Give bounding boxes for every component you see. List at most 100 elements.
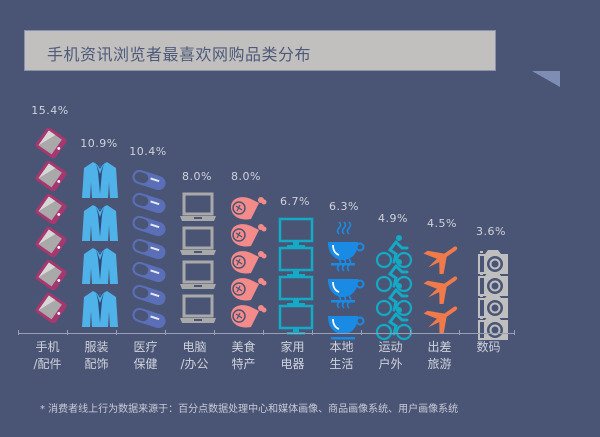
- phone-icon: [31, 226, 71, 260]
- suit-icon: [80, 246, 120, 289]
- meat-icon: [227, 301, 267, 328]
- laptop-icon: [178, 294, 218, 328]
- icon-stack: [222, 193, 271, 328]
- axis-tick: [18, 330, 19, 335]
- value-label: 4.9%: [378, 212, 408, 225]
- coffee-cup-icon: [325, 220, 365, 266]
- axis-tick: [514, 330, 515, 335]
- monitor-icon: [276, 217, 316, 248]
- banner-fold-decoration: [532, 71, 560, 87]
- coffee-cup-icon: [325, 257, 365, 303]
- category-label: 电脑/办公: [170, 339, 219, 373]
- axis-tick: [67, 330, 68, 335]
- category-label-line2: /配件: [33, 357, 62, 371]
- x-axis: [18, 333, 514, 334]
- chart-title: 手机资讯浏览者最喜欢网购品类分布: [47, 45, 312, 64]
- laptop-icon: [178, 260, 218, 294]
- laptop-icon: [178, 192, 218, 226]
- category-label-line1: 数码: [476, 340, 501, 354]
- value-label: 8.0%: [182, 170, 212, 183]
- coffee-cup-icon: [325, 294, 365, 340]
- monitor-icon: [276, 304, 316, 335]
- meat-icon: [227, 247, 267, 274]
- value-label: 6.3%: [329, 200, 359, 213]
- monitor-icon: [276, 275, 316, 306]
- airplane-icon: [423, 240, 463, 277]
- camera-icon: [472, 314, 512, 340]
- icon-stack: [26, 127, 75, 326]
- axis-tick: [116, 330, 117, 335]
- category-label: 数码: [464, 339, 513, 356]
- category-label-line1: 运动: [378, 340, 403, 354]
- pill-icon: [129, 169, 169, 193]
- category-label-line1: 手机: [35, 340, 60, 354]
- airplane-icon: [423, 270, 463, 307]
- category-label-line2: 配饰: [84, 357, 109, 371]
- axis-tick: [214, 330, 215, 335]
- cyclist-icon: [374, 306, 414, 341]
- category-label-line1: 本地: [329, 340, 354, 354]
- icon-stack: [467, 248, 516, 340]
- category-label: 美食 特产: [219, 339, 268, 373]
- cyclist-icon: [374, 234, 414, 269]
- suit-icon: [80, 160, 120, 203]
- icon-stack: [418, 240, 467, 337]
- pill-icon: [129, 215, 169, 239]
- axis-tick: [410, 330, 411, 335]
- value-label: 3.6%: [476, 225, 506, 238]
- value-label: 4.5%: [427, 217, 457, 230]
- pill-icon: [129, 284, 169, 308]
- category-label-line1: 美食: [231, 340, 256, 354]
- value-label: 10.9%: [80, 137, 118, 150]
- phone-icon: [31, 292, 71, 326]
- phone-icon: [31, 193, 71, 227]
- meat-icon: [227, 220, 267, 247]
- airplane-icon: [423, 300, 463, 337]
- cyclist-icon: [374, 258, 414, 293]
- value-label: 8.0%: [231, 170, 261, 183]
- axis-tick: [312, 330, 313, 335]
- category-label-line2: 保健: [133, 357, 158, 371]
- category-label-line2: 电器: [280, 357, 305, 371]
- category-label: 家用 电器: [268, 339, 317, 373]
- category-label-line1: 服装: [84, 340, 109, 354]
- value-label: 15.4%: [31, 104, 69, 117]
- pill-icon: [129, 238, 169, 262]
- category-label: 运动 户外: [366, 339, 415, 373]
- icon-stack: [124, 169, 173, 331]
- camera-icon: [472, 270, 512, 296]
- category-label-line1: 家用: [280, 340, 305, 354]
- value-label: 6.7%: [280, 195, 310, 208]
- camera-icon: [472, 248, 512, 274]
- footnote: * 消费者线上行为数据来源于：百分点数据处理中心和媒体画像、商品画像系统、用户画…: [40, 404, 459, 415]
- icon-stack: [320, 220, 369, 340]
- category-label: 出差 旅游: [415, 339, 464, 373]
- title-banner: 手机资讯浏览者最喜欢网购品类分布: [24, 30, 496, 71]
- category-label-line1: 电脑: [182, 340, 207, 354]
- laptop-icon: [178, 226, 218, 260]
- category-label-line2: 户外: [378, 357, 403, 371]
- phone-icon: [31, 160, 71, 194]
- axis-tick: [361, 330, 362, 335]
- cyclist-icon: [374, 282, 414, 317]
- meat-icon: [227, 274, 267, 301]
- pill-icon: [129, 261, 169, 285]
- meat-icon: [227, 193, 267, 220]
- suit-icon: [80, 289, 120, 332]
- icon-stack: [369, 234, 418, 341]
- category-label: 服装 配饰: [72, 339, 121, 373]
- phone-icon: [31, 259, 71, 293]
- axis-tick: [459, 330, 460, 335]
- category-label-line1: 出差: [427, 340, 452, 354]
- monitor-icon: [276, 246, 316, 277]
- axis-tick: [165, 330, 166, 335]
- pill-icon: [129, 192, 169, 216]
- category-label-line2: 生活: [329, 357, 354, 371]
- phone-icon: [31, 127, 71, 161]
- camera-icon: [472, 292, 512, 318]
- category-label-line2: /办公: [180, 357, 209, 371]
- category-label: 手机/配件: [23, 339, 72, 373]
- value-label: 10.4%: [129, 145, 167, 158]
- icon-stack: [75, 160, 124, 332]
- category-label: 医疗 保健: [121, 339, 170, 373]
